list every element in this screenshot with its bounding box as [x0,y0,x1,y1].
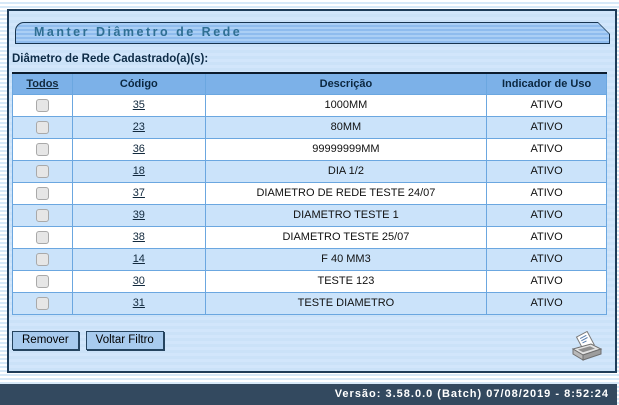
codigo-link[interactable]: 39 [132,209,145,221]
codigo-link[interactable]: 38 [132,231,145,243]
row-checkbox[interactable] [35,98,49,112]
table-header-row: Todos Código Descrição Indicador de Uso [12,72,607,95]
table-row: 36 99999999MM ATIVO [12,137,607,161]
codigo-cell: 35 [71,93,206,117]
indicador-cell: ATIVO [486,225,607,249]
codigo-cell: 18 [71,159,206,183]
page-title: Manter Diâmetro de Rede [34,25,243,39]
codigo-cell: 14 [71,247,206,271]
codigo-link[interactable]: 37 [132,187,145,199]
indicador-cell: ATIVO [486,181,607,205]
table-row: 31 TESTE DIAMETRO ATIVO [12,291,607,315]
descricao-cell: 1000MM [204,93,488,117]
version-text: Versão: 3.58.0.0 (Batch) 07/08/2019 - 8:… [334,388,609,400]
checkbox-cell [12,247,73,271]
footer-bar: Versão: 3.58.0.0 (Batch) 07/08/2019 - 8:… [0,384,617,405]
checkbox-cell [12,93,73,117]
checkbox-cell [12,115,73,139]
codigo-cell: 38 [71,225,206,249]
indicador-cell: ATIVO [486,269,607,293]
table-body: 35 1000MM ATIVO 23 80MM ATIVO 36 9999999… [12,93,607,315]
checkbox-cell [12,181,73,205]
select-all-link[interactable]: Todos [26,77,59,90]
row-checkbox[interactable] [35,230,49,244]
codigo-link[interactable]: 23 [132,121,145,133]
row-checkbox[interactable] [35,208,49,222]
page-title-bar-fill [16,23,609,43]
descricao-cell: 99999999MM [204,137,488,161]
column-header-descricao: Descrição [204,72,488,95]
codigo-cell: 37 [71,181,206,205]
table-row: 38 DIAMETRO TESTE 25/07 ATIVO [12,225,607,249]
table-row: 39 DIAMETRO TESTE 1 ATIVO [12,203,607,227]
codigo-link[interactable]: 35 [132,99,145,111]
indicador-cell: ATIVO [486,137,607,161]
descricao-cell: F 40 MM3 [204,247,488,271]
codigo-link[interactable]: 18 [132,165,145,177]
descricao-cell: DIAMETRO TESTE 1 [204,203,488,227]
table-row: 18 DIA 1/2 ATIVO [12,159,607,183]
codigo-cell: 39 [71,203,206,227]
checkbox-cell [12,137,73,161]
codigo-link[interactable]: 31 [132,297,145,309]
table-row: 14 F 40 MM3 ATIVO [12,247,607,271]
voltar-filtro-button[interactable]: Voltar Filtro [85,330,164,350]
indicador-cell: ATIVO [486,247,607,271]
codigo-link[interactable]: 36 [132,143,145,155]
codigo-link[interactable]: 30 [132,275,145,287]
indicador-cell: ATIVO [486,115,607,139]
codigo-link[interactable]: 14 [132,253,145,265]
records-table: Todos Código Descrição Indicador de Uso … [12,72,607,315]
descricao-cell: 80MM [204,115,488,139]
descricao-cell: DIAMETRO TESTE 25/07 [204,225,488,249]
row-checkbox[interactable] [35,252,49,266]
checkbox-cell [12,269,73,293]
row-checkbox[interactable] [35,296,49,310]
row-checkbox[interactable] [35,164,49,178]
descricao-cell: TESTE 123 [204,269,488,293]
table-row: 35 1000MM ATIVO [12,93,607,117]
remover-button[interactable]: Remover [12,330,79,350]
codigo-cell: 23 [71,115,206,139]
indicador-cell: ATIVO [486,159,607,183]
row-checkbox[interactable] [35,120,49,134]
indicador-cell: ATIVO [486,93,607,117]
codigo-cell: 36 [71,137,206,161]
checkbox-cell [12,291,73,315]
descricao-cell: DIA 1/2 [204,159,488,183]
table-row: 23 80MM ATIVO [12,115,607,139]
row-checkbox[interactable] [35,186,49,200]
codigo-cell: 30 [71,269,206,293]
indicador-cell: ATIVO [486,203,607,227]
section-label: Diâmetro de Rede Cadastrado(a)(s): [12,53,209,65]
printer-icon[interactable] [569,330,603,363]
checkbox-cell [12,159,73,183]
descricao-cell: DIAMETRO DE REDE TESTE 24/07 [204,181,488,205]
table-row: 30 TESTE 123 ATIVO [12,269,607,293]
checkbox-cell [12,203,73,227]
actions-bar: Remover Voltar Filtro [12,330,605,363]
row-checkbox[interactable] [35,274,49,288]
column-header-indicador: Indicador de Uso [486,72,607,95]
column-header-todos: Todos [12,72,73,95]
indicador-cell: ATIVO [486,291,607,315]
checkbox-cell [12,225,73,249]
table-row: 37 DIAMETRO DE REDE TESTE 24/07 ATIVO [12,181,607,205]
descricao-cell: TESTE DIAMETRO [204,291,488,315]
page-title-bar: Manter Diâmetro de Rede [15,22,610,44]
column-header-codigo: Código [71,72,206,95]
main-panel: Manter Diâmetro de Rede Diâmetro de Rede… [7,9,617,373]
codigo-cell: 31 [71,291,206,315]
row-checkbox[interactable] [35,142,49,156]
